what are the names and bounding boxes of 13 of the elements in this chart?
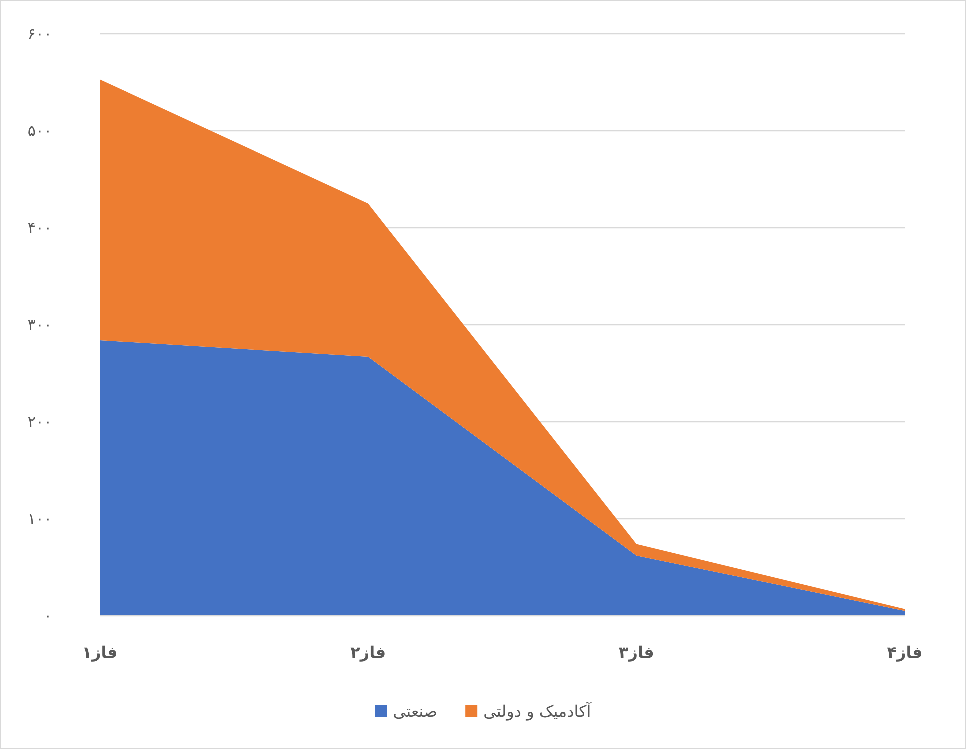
y-tick-label: ۱۰۰ bbox=[28, 510, 52, 528]
legend-label: آکادمیک و دولتی bbox=[484, 701, 593, 721]
y-tick-label: ۶۰۰ bbox=[28, 25, 52, 43]
x-tick-label: فاز۳ bbox=[618, 643, 654, 662]
y-tick-label: ۰ bbox=[44, 607, 52, 625]
y-tick-label: ۳۰۰ bbox=[28, 316, 52, 334]
x-tick-label: فاز۲ bbox=[350, 643, 386, 662]
legend-label: صنعتی bbox=[393, 702, 438, 721]
y-tick-label: ۴۰۰ bbox=[28, 219, 52, 237]
y-tick-label: ۵۰۰ bbox=[28, 122, 52, 140]
x-tick-label: فاز۱ bbox=[82, 643, 118, 662]
y-tick-label: ۲۰۰ bbox=[28, 413, 52, 431]
x-tick-label: فاز۴ bbox=[887, 643, 923, 662]
